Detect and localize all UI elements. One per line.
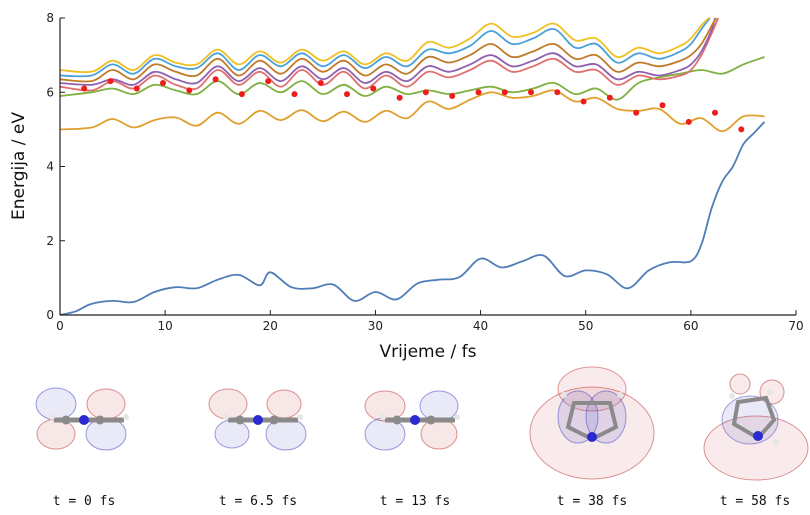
snapshot-caption-1: t = 6.5 fs: [219, 494, 297, 509]
data-point: [528, 89, 534, 96]
marker-layer: [81, 76, 745, 133]
x-tick-label: 20: [263, 319, 278, 333]
y-tick-label: 2: [46, 234, 54, 248]
y-tick-label: 8: [46, 11, 54, 25]
series-line-5: [59, 17, 717, 83]
snapshot-caption-2: t = 13 fs: [380, 494, 450, 509]
data-point: [344, 91, 350, 98]
data-point: [685, 118, 692, 125]
series-layer: [59, 17, 766, 316]
y-tick-label: 4: [46, 160, 54, 174]
data-point: [422, 89, 429, 96]
orbital-snapshot-0: [35, 387, 129, 451]
orbital-snapshot-3: [529, 366, 655, 480]
data-point: [738, 126, 745, 133]
x-tick-label: 10: [158, 319, 173, 333]
series-line-4: [59, 17, 716, 86]
x-tick-label: 30: [368, 319, 383, 333]
data-point: [370, 85, 377, 92]
x-ticks: 0 10 20 30 40 50 60 70: [56, 310, 804, 333]
data-point: [659, 102, 666, 109]
x-axis-label: Vrijeme / fs: [380, 342, 477, 362]
data-point: [291, 91, 298, 98]
data-point: [265, 78, 272, 85]
series-line-2: [59, 56, 765, 101]
snapshot-caption-0: t = 0 fs: [53, 494, 116, 509]
series-line-1: [59, 89, 765, 133]
y-axis-label: Energija / eV: [9, 112, 29, 220]
y-ticks: 0 2 4 6 8: [46, 11, 65, 322]
data-point: [606, 94, 613, 101]
data-point: [238, 91, 245, 98]
orbital-snapshot-4: [703, 373, 809, 481]
x-tick-label: 60: [683, 319, 698, 333]
data-point: [554, 89, 561, 96]
energy-plot: 0 10 20 30 40 50 60 70 0 2 4 6 8 Vrijeme / fs Energ…: [9, 11, 804, 362]
data-point: [633, 109, 640, 116]
data-point: [580, 98, 587, 105]
data-point: [317, 80, 324, 86]
data-point: [186, 87, 193, 94]
series-line-6: [59, 17, 711, 78]
data-point: [81, 85, 88, 92]
x-tick-label: 50: [578, 319, 593, 333]
series-line-3: [59, 17, 720, 92]
x-tick-label: 70: [788, 319, 803, 333]
data-point: [449, 93, 456, 99]
data-point: [133, 85, 140, 92]
orbital-snapshot-2: [364, 390, 460, 451]
data-point: [501, 89, 508, 96]
snapshot-caption-4: t = 58 fs: [720, 494, 790, 509]
y-tick-label: 0: [46, 308, 54, 322]
series-line-7: [59, 17, 710, 74]
data-point: [396, 94, 403, 101]
y-tick-label: 6: [46, 85, 54, 99]
series-line-0: [59, 121, 766, 316]
orbital-snapshot-1: [208, 388, 307, 451]
snapshot-caption-3: t = 38 fs: [557, 494, 627, 509]
data-point: [475, 89, 482, 96]
data-point: [107, 78, 114, 85]
data-point: [160, 80, 166, 86]
orbital-snapshots: t = 0 fs t = 6.5 fs t = 13 fs t = 38 fs …: [35, 366, 809, 509]
x-tick-label: 0: [56, 319, 64, 333]
data-point: [712, 109, 718, 116]
data-point: [212, 76, 219, 83]
x-tick-label: 40: [473, 319, 488, 333]
